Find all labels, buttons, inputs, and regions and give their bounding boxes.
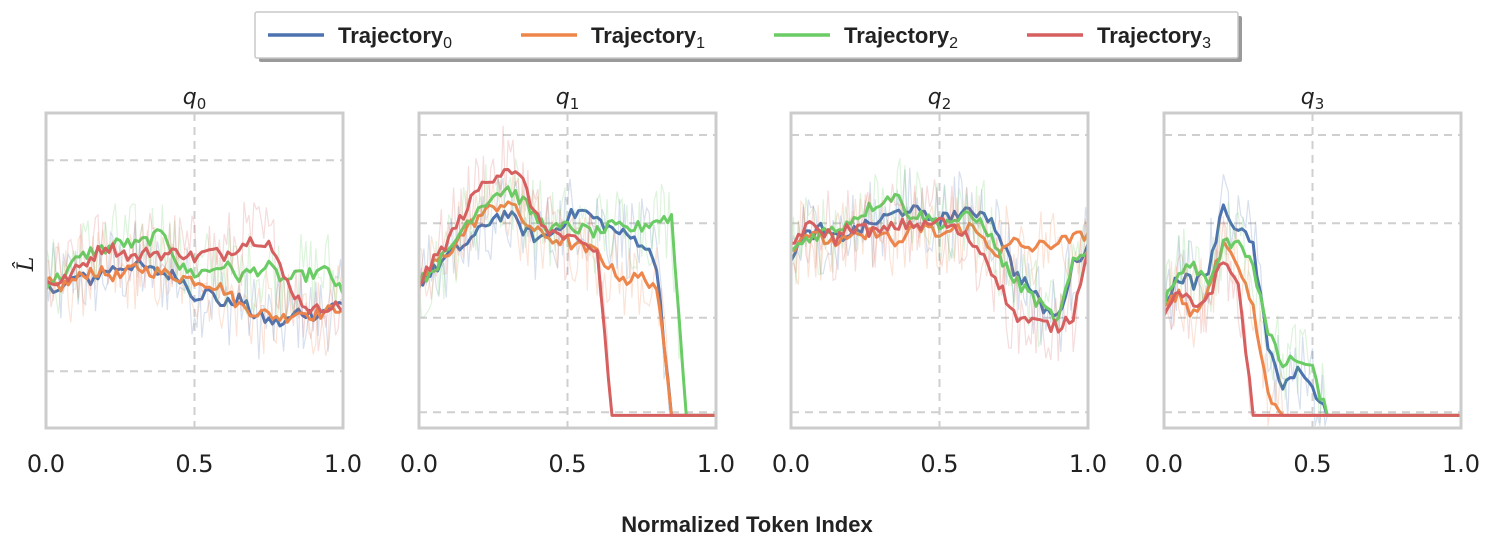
plot-frame bbox=[417, 111, 718, 430]
panel-title: q2 bbox=[928, 85, 952, 113]
series-line-2 bbox=[417, 185, 716, 417]
panel-title: q0 bbox=[183, 85, 207, 113]
legend-entry: Trajectory3 bbox=[1027, 23, 1211, 52]
x-tick-label: 0.0 bbox=[27, 450, 65, 478]
panel-title-subscript: 1 bbox=[570, 95, 580, 113]
series-raw-0 bbox=[45, 222, 344, 360]
series-raw-2 bbox=[418, 158, 716, 416]
series-raw-0 bbox=[790, 167, 1089, 352]
x-tick-label: 1.0 bbox=[324, 450, 362, 478]
panel-3: q3 0.0 0.5 1.0 bbox=[1145, 85, 1480, 478]
legend-label-subscript: 3 bbox=[1202, 35, 1211, 52]
panel-title-subscript: 0 bbox=[197, 95, 207, 113]
series-line-3 bbox=[417, 168, 716, 417]
panel-0: q0 0.0 0.5 1.0 bbox=[27, 85, 362, 478]
legend-entry: Trajectory2 bbox=[774, 23, 958, 52]
panel-2: q2 0.0 0.5 1.0 bbox=[772, 85, 1107, 478]
x-tick-label: 0.0 bbox=[400, 450, 438, 478]
panel-1: q1 0.0 0.5 1.0 bbox=[400, 85, 735, 478]
x-tick-label: 0.5 bbox=[175, 450, 213, 478]
legend-label: Trajectory3 bbox=[1097, 23, 1211, 52]
plot-frame bbox=[44, 111, 345, 430]
x-tick-label: 0.5 bbox=[548, 450, 586, 478]
panel-title-subscript: 2 bbox=[942, 95, 952, 113]
series-line-3 bbox=[790, 216, 1090, 334]
panel-title: q3 bbox=[1301, 85, 1325, 113]
legend-label: Trajectory2 bbox=[844, 23, 958, 52]
series-line-3 bbox=[1162, 261, 1461, 417]
legend-label: Trajectory0 bbox=[338, 23, 452, 52]
series-line-1 bbox=[45, 262, 345, 324]
series-raw-1 bbox=[790, 187, 1089, 291]
series-raw-2 bbox=[45, 203, 344, 322]
x-tick-label: 1.0 bbox=[1442, 450, 1480, 478]
panels: q0 0.0 0.5 1.0 q1 0.0 0.5 1.0 q2 0.0 0.5 1.0 q3 0.0 0.… bbox=[27, 85, 1480, 478]
x-axis-label: Normalized Token Index bbox=[621, 512, 873, 537]
x-tick-label: 0.0 bbox=[772, 450, 810, 478]
series-raw-3 bbox=[790, 179, 1089, 362]
x-tick-label: 0.5 bbox=[1293, 450, 1331, 478]
panel-title: q1 bbox=[556, 85, 580, 113]
series-line-1 bbox=[790, 221, 1090, 259]
legend-label: Trajectory1 bbox=[591, 23, 705, 52]
x-tick-label: 1.0 bbox=[697, 450, 735, 478]
series-line-2 bbox=[790, 192, 1090, 324]
legend-label-subscript: 0 bbox=[443, 35, 452, 52]
x-tick-label: 0.0 bbox=[1145, 450, 1183, 478]
series-raw-3 bbox=[45, 201, 344, 352]
y-axis-label: L̂ bbox=[13, 257, 39, 273]
x-tick-label: 0.5 bbox=[920, 450, 958, 478]
plot-frame bbox=[1162, 111, 1463, 430]
plot-frame bbox=[789, 111, 1090, 430]
legend-entry: Trajectory1 bbox=[521, 23, 705, 52]
legend-box bbox=[254, 11, 1239, 59]
panel-title-subscript: 3 bbox=[1315, 95, 1325, 113]
legend-label-subscript: 1 bbox=[696, 35, 705, 52]
legend-entry: Trajectory0 bbox=[268, 23, 452, 52]
x-tick-label: 1.0 bbox=[1069, 450, 1107, 478]
legend-label-subscript: 2 bbox=[949, 35, 958, 52]
series-line-3 bbox=[45, 236, 345, 315]
legend: Trajectory0 Trajectory1 Trajectory2 Traject… bbox=[254, 11, 1242, 62]
